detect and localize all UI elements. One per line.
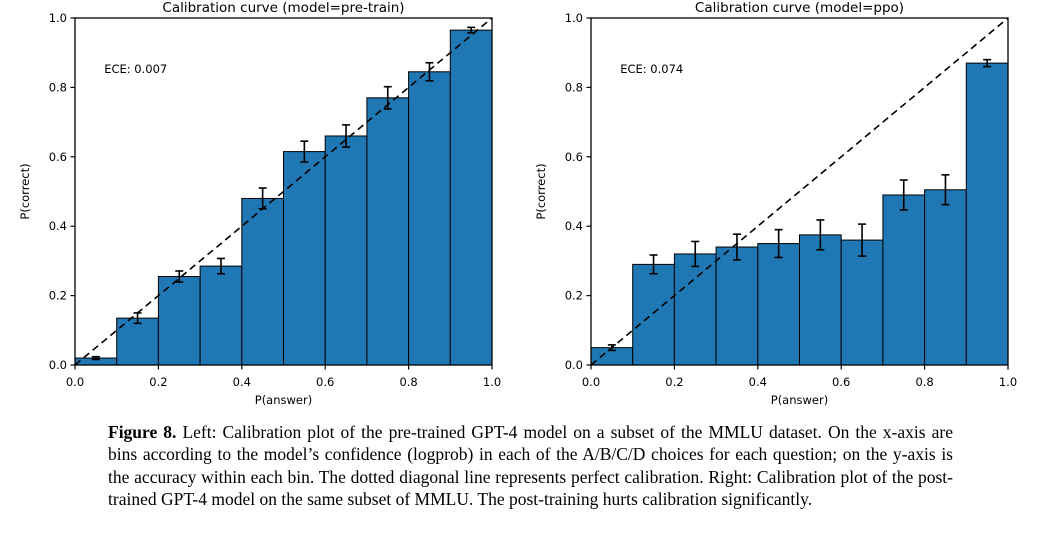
x-tick-label: 0.8 bbox=[399, 375, 417, 389]
x-tick-label: 0.8 bbox=[915, 375, 933, 389]
perfect-calibration-line bbox=[74, 17, 493, 366]
y-tick-label: 0.2 bbox=[565, 289, 583, 303]
error-bar-bin-6 bbox=[858, 223, 867, 257]
y-tick-label: 0.4 bbox=[565, 219, 583, 233]
error-bar-bin-0 bbox=[607, 344, 616, 352]
x-tick-label: 0.4 bbox=[233, 375, 251, 389]
error-bar-bin-4 bbox=[774, 228, 783, 259]
error-bar-bin-1 bbox=[133, 312, 142, 325]
ece-annotation: ECE: 0.074 bbox=[620, 62, 683, 76]
error-bar-bin-1 bbox=[649, 254, 658, 275]
bar-bin-1 bbox=[632, 263, 675, 366]
figure-caption: Figure 8. Left: Calibration plot of the … bbox=[108, 421, 953, 510]
x-tick-label: 0.4 bbox=[749, 375, 767, 389]
error-bar-bin-2 bbox=[175, 270, 184, 283]
y-tick-label: 1.0 bbox=[565, 11, 583, 25]
x-axis-label: P(answer) bbox=[771, 393, 828, 407]
error-bar-bin-7 bbox=[383, 85, 392, 110]
bar-bin-3 bbox=[199, 265, 243, 366]
error-bar-bin-8 bbox=[941, 174, 950, 206]
bar-bin-4 bbox=[241, 197, 285, 366]
y-tick-label: 0.0 bbox=[565, 358, 583, 372]
y-tick-label: 0.8 bbox=[565, 80, 583, 94]
x-tick-label: 0.2 bbox=[149, 375, 167, 389]
figure-caption-text: Left: Calibration plot of the pre-traine… bbox=[108, 422, 953, 509]
x-tick-label: 0.2 bbox=[665, 375, 683, 389]
error-bar-bin-2 bbox=[691, 240, 700, 268]
bar-bin-7 bbox=[882, 194, 926, 366]
y-tick-label: 0.6 bbox=[565, 150, 583, 164]
x-tick-label: 0.0 bbox=[66, 375, 84, 389]
bar-bin-6 bbox=[840, 239, 884, 366]
y-tick-label: 0.6 bbox=[49, 150, 67, 164]
error-bar-bin-6 bbox=[342, 124, 351, 148]
x-tick-label: 0.6 bbox=[832, 375, 850, 389]
y-tick-label: 0.0 bbox=[49, 358, 67, 372]
y-tick-label: 1.0 bbox=[49, 11, 67, 25]
error-bar-bin-4 bbox=[258, 187, 267, 210]
chart-title: Calibration curve (model=ppo) bbox=[695, 0, 904, 16]
bar-bin-4 bbox=[757, 243, 801, 366]
x-tick-label: 0.0 bbox=[582, 375, 600, 389]
bar-bin-9 bbox=[449, 29, 493, 366]
y-axis-label: P(correct) bbox=[18, 163, 32, 219]
axes-box bbox=[590, 17, 1009, 366]
x-tick-label: 0.6 bbox=[316, 375, 334, 389]
ece-annotation: ECE: 0.007 bbox=[104, 62, 167, 76]
bar-bin-5 bbox=[799, 234, 842, 366]
bar-bin-9 bbox=[965, 62, 1009, 366]
calibration-chart-ppo: 0.0 0.2 0.4 0.6 0.8 1.0 0.0 0.2 0.4 0.6 0.8 1.0 Cali… bbox=[534, 0, 1017, 407]
error-bar-bin-3 bbox=[732, 233, 741, 261]
bar-bin-3 bbox=[715, 246, 759, 366]
bar-bin-8 bbox=[924, 189, 967, 366]
error-bar-bin-9 bbox=[983, 58, 992, 68]
calibration-chart-pre-train: 0.0 0.2 0.4 0.6 0.8 1.0 0.0 0.2 0.4 0.6 0.8 1.0 Cali… bbox=[18, 0, 501, 407]
bar-bin-8 bbox=[408, 71, 451, 366]
x-axis-label: P(answer) bbox=[255, 393, 312, 407]
x-tick-label: 1.0 bbox=[999, 375, 1017, 389]
error-bar-bin-8 bbox=[425, 61, 434, 82]
bar-bin-6 bbox=[324, 135, 368, 366]
y-tick-label: 0.4 bbox=[49, 219, 67, 233]
y-tick-label: 0.8 bbox=[49, 80, 67, 94]
error-bar-bin-9 bbox=[467, 26, 476, 34]
x-tick-label: 1.0 bbox=[483, 375, 501, 389]
error-bar-bin-3 bbox=[216, 257, 225, 275]
error-bar-bin-7 bbox=[899, 179, 908, 211]
bar-bin-5 bbox=[283, 151, 326, 366]
error-bar-bin-0 bbox=[91, 355, 100, 361]
figure-caption-label: Figure 8. bbox=[108, 422, 177, 442]
chart-title: Calibration curve (model=pre-train) bbox=[162, 0, 404, 16]
y-axis-label: P(correct) bbox=[534, 163, 548, 219]
error-bar-bin-5 bbox=[300, 140, 309, 163]
y-tick-label: 0.2 bbox=[49, 289, 67, 303]
error-bar-bin-5 bbox=[816, 219, 825, 251]
bar-bin-7 bbox=[366, 97, 410, 366]
axes-box bbox=[74, 17, 493, 366]
bar-bin-2 bbox=[673, 253, 717, 366]
perfect-calibration-line bbox=[590, 17, 1009, 366]
